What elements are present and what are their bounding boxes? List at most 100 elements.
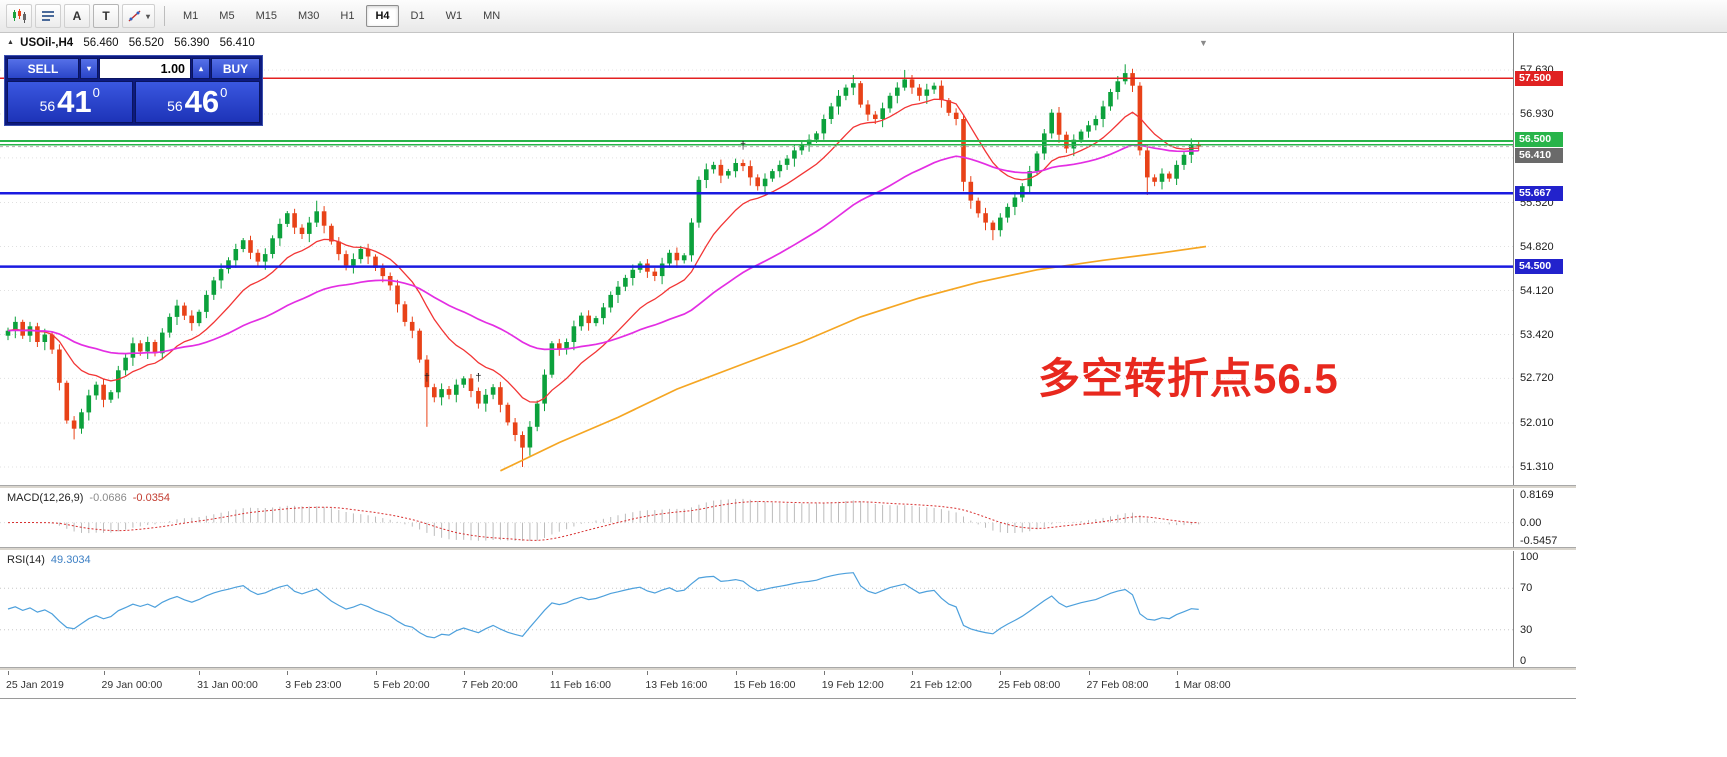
high-value: 56.520 xyxy=(128,37,164,49)
open-value: 56.460 xyxy=(83,37,119,49)
time-axis-label: 7 Feb 20:00 xyxy=(461,679,518,691)
time-axis-label: 15 Feb 16:00 xyxy=(733,679,796,691)
price-axis-label: 53.420 xyxy=(1520,328,1554,341)
time-axis-tick xyxy=(103,671,105,675)
price-axis-label: 56.930 xyxy=(1520,108,1554,120)
timeframe-d1[interactable]: D1 xyxy=(410,10,425,22)
time-axis-label: 3 Feb 23:00 xyxy=(285,679,342,691)
sell-options-dropdown-icon[interactable]: ▾ xyxy=(80,58,98,79)
timeframe-m30[interactable]: M30 xyxy=(297,10,320,22)
time-axis-label: 31 Jan 00:00 xyxy=(197,679,258,691)
macd-axis-label: 0.00 xyxy=(1520,516,1542,529)
symbol-triangle-icon: ▲ xyxy=(7,39,14,46)
chart-header: ▲ USOil-,H4 56.460 56.520 56.390 56.410 xyxy=(7,37,255,49)
time-axis-tick xyxy=(735,671,737,675)
bar-chart-icon[interactable] xyxy=(6,4,32,28)
price-axis-label: 51.310 xyxy=(1520,461,1554,473)
text-label-icon[interactable]: T xyxy=(93,4,119,28)
sell-price-big: 41 xyxy=(57,84,92,119)
timeframe-m15[interactable]: M15 xyxy=(255,10,277,22)
toolbar-icons-group: A T ▾ xyxy=(6,4,156,28)
price-axis-label: 52.010 xyxy=(1520,417,1554,429)
buy-price-big: 46 xyxy=(184,84,220,119)
rsi-panel[interactable]: RSI(14) 49.3034 xyxy=(0,551,1513,667)
price-level-badge: 56.410 xyxy=(1515,148,1563,164)
toolbar-separator xyxy=(164,6,166,26)
panel-splitter[interactable] xyxy=(0,547,1576,551)
macd-axis-label: -0.5457 xyxy=(1520,535,1558,547)
time-axis-tick xyxy=(199,671,201,675)
sell-price-display[interactable]: 56 41 0 xyxy=(7,81,133,123)
time-axis-label: 1 Mar 08:00 xyxy=(1174,679,1231,691)
scroll-to-end-marker-icon[interactable]: ▼ xyxy=(1199,38,1208,48)
macd-panel[interactable]: MACD(12,26,9) -0.0686 -0.0354 xyxy=(0,489,1513,547)
buy-price-display[interactable]: 56 46 0 xyxy=(134,81,260,123)
timeframe-h4[interactable]: H4 xyxy=(366,5,399,27)
volume-input[interactable]: 1.00 xyxy=(99,58,191,79)
time-axis-label: 21 Feb 12:00 xyxy=(910,679,972,691)
time-axis-tick xyxy=(1000,671,1002,675)
volume-stepper-up-icon[interactable]: ▴ xyxy=(192,58,210,79)
timeframe-h1[interactable]: H1 xyxy=(340,10,355,22)
timeframe-mn[interactable]: MN xyxy=(483,10,501,22)
time-axis-label: 13 Feb 16:00 xyxy=(645,679,708,691)
sell-price-sup: 0 xyxy=(92,85,100,100)
panel-splitter[interactable] xyxy=(0,485,1576,489)
time-axis-label: 11 Feb 16:00 xyxy=(549,679,611,691)
chart-annotation-text: 多空转折点56.5 xyxy=(1038,355,1339,402)
price-chart-area[interactable]: † † † ▲ USOil-,H4 56.460 56.520 56.390 56.… xyxy=(0,33,1513,485)
price-axis-label: 54.820 xyxy=(1520,240,1554,253)
add-text-icon[interactable]: A xyxy=(64,4,90,28)
timeframe-m5[interactable]: M5 xyxy=(219,10,235,22)
chart-window: † † † ▲ USOil-,H4 56.460 56.520 56.390 56.… xyxy=(0,33,1576,699)
price-level-badge: 56.500 xyxy=(1515,131,1563,147)
candlestick-chart: † † † xyxy=(0,64,1513,472)
time-axis[interactable]: 25 Jan 2019 29 Jan 00:00 31 Jan 00:00 3 Feb… xyxy=(0,671,1576,698)
svg-text:†: † xyxy=(475,372,481,384)
macd-axis-label: 0.8169 xyxy=(1520,489,1554,501)
rsi-header: RSI(14) 49.3034 xyxy=(7,554,91,566)
rsi-name: RSI(14) xyxy=(7,554,45,566)
macd-name: MACD(12,26,9) xyxy=(7,492,84,504)
price-axis-label: 52.720 xyxy=(1520,372,1554,385)
timeframe-m1[interactable]: M1 xyxy=(183,10,199,22)
one-click-trading-panel: SELL ▾ 1.00 ▴ BUY 56 41 0 56 46 0 xyxy=(4,55,263,126)
svg-text:†: † xyxy=(424,372,430,384)
macd-chart xyxy=(0,498,1513,541)
time-axis-tick xyxy=(287,671,289,675)
sell-price-prefix: 56 xyxy=(39,98,56,114)
rsi-chart xyxy=(0,572,1513,639)
time-axis-tick xyxy=(912,671,913,675)
time-axis-label: 25 Feb 08:00 xyxy=(998,679,1061,691)
indicators-list-icon[interactable] xyxy=(35,4,61,28)
rsi-axis: 100 70 30 0 xyxy=(1513,551,1576,667)
time-axis-tick xyxy=(8,671,9,675)
time-axis-tick xyxy=(1176,671,1178,675)
close-value: 56.410 xyxy=(219,37,255,49)
price-level-badge: 54.500 xyxy=(1515,259,1563,275)
dropdown-arrow-icon: ▾ xyxy=(146,11,151,21)
price-level-badge: 55.667 xyxy=(1515,185,1563,201)
svg-text:†: † xyxy=(740,140,746,152)
sell-button[interactable]: SELL xyxy=(7,58,79,79)
time-axis-tick xyxy=(1088,671,1090,675)
time-axis-label: 19 Feb 12:00 xyxy=(821,679,884,691)
timeframe-w1[interactable]: W1 xyxy=(445,10,463,22)
symbol-timeframe-label: USOil-,H4 xyxy=(20,37,74,49)
time-axis-label: 25 Jan 2019 xyxy=(6,679,64,691)
price-axis-label: 54.120 xyxy=(1520,284,1554,297)
low-value: 56.390 xyxy=(174,37,210,49)
buy-button[interactable]: BUY xyxy=(211,58,260,79)
time-axis-tick xyxy=(647,671,649,675)
buy-price-prefix: 56 xyxy=(167,98,183,114)
rsi-value: 49.3034 xyxy=(50,554,91,566)
price-level-badge: 57.500 xyxy=(1515,70,1563,86)
time-axis-label: 29 Jan 00:00 xyxy=(101,679,163,691)
time-axis-label: 5 Feb 20:00 xyxy=(373,679,430,691)
rsi-axis-label: 100 xyxy=(1520,551,1539,563)
draw-objects-icon[interactable]: ▾ xyxy=(122,4,156,28)
panel-splitter[interactable] xyxy=(0,667,1576,671)
buy-price-sup: 0 xyxy=(220,85,228,100)
macd-signal-value: -0.0354 xyxy=(132,492,171,504)
